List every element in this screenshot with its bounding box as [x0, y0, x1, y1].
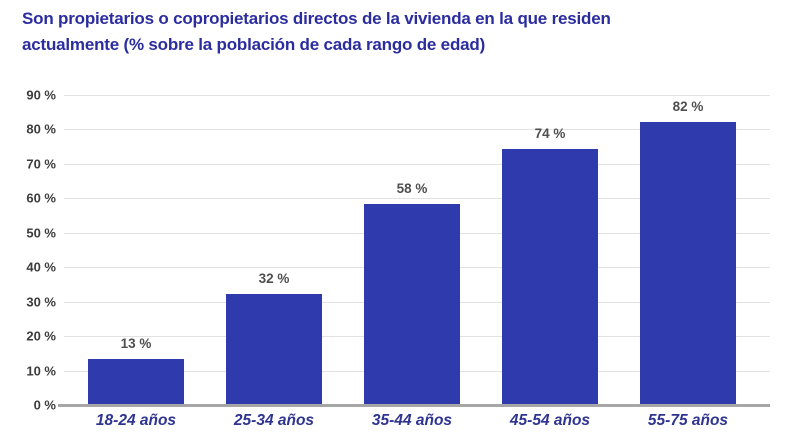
y-tick-label-20: 20 % — [26, 328, 56, 344]
gridline-90 — [64, 95, 770, 96]
y-tick-label-30: 30 % — [26, 294, 56, 310]
x-axis-line — [58, 404, 770, 407]
chart-title: Son propietarios o copropietarios direct… — [22, 9, 611, 54]
y-tick-label-40: 40 % — [26, 259, 56, 275]
value-label-18-24 años: 13 % — [120, 336, 152, 352]
bar-55-75 años — [640, 121, 736, 404]
value-label-25-34 años: 32 % — [258, 270, 290, 286]
x-axis-label-25-34 años: 25-34 años — [233, 412, 315, 429]
gridline-70 — [64, 163, 770, 165]
bar-25-34 años — [226, 293, 322, 404]
gridline-80 — [64, 129, 770, 131]
y-tick-label-60: 60 % — [26, 190, 56, 206]
x-axis-label-45-54 años: 45-54 años — [509, 412, 591, 429]
x-axis-label-35-44 años: 35-44 años — [371, 412, 453, 429]
value-label-45-54 años: 74 % — [534, 126, 566, 142]
y-tick-label-70: 70 % — [26, 156, 56, 172]
y-tick-label-0: 0 % — [33, 397, 56, 413]
y-tick-label-90: 90 % — [26, 87, 56, 103]
x-axis-label-18-24 años: 18-24 años — [95, 412, 177, 429]
bar-18-24 años — [88, 359, 184, 404]
y-tick-label-10: 10 % — [26, 363, 56, 379]
bar-45-54 años — [502, 149, 598, 404]
x-axis-label-55-75 años: 55-75 años — [647, 412, 729, 429]
bar-35-44 años — [364, 204, 460, 404]
value-label-55-75 años: 82 % — [672, 98, 704, 114]
value-label-35-44 años: 58 % — [396, 181, 428, 197]
y-tick-label-50: 50 % — [26, 225, 56, 241]
plot-area: 0 % 10 % 20 % 30 % 40 % 50 % 60 % 70 % 80 % 90 % … — [26, 88, 770, 429]
gridline-60 — [64, 198, 770, 200]
y-tick-label-80: 80 % — [26, 121, 56, 137]
